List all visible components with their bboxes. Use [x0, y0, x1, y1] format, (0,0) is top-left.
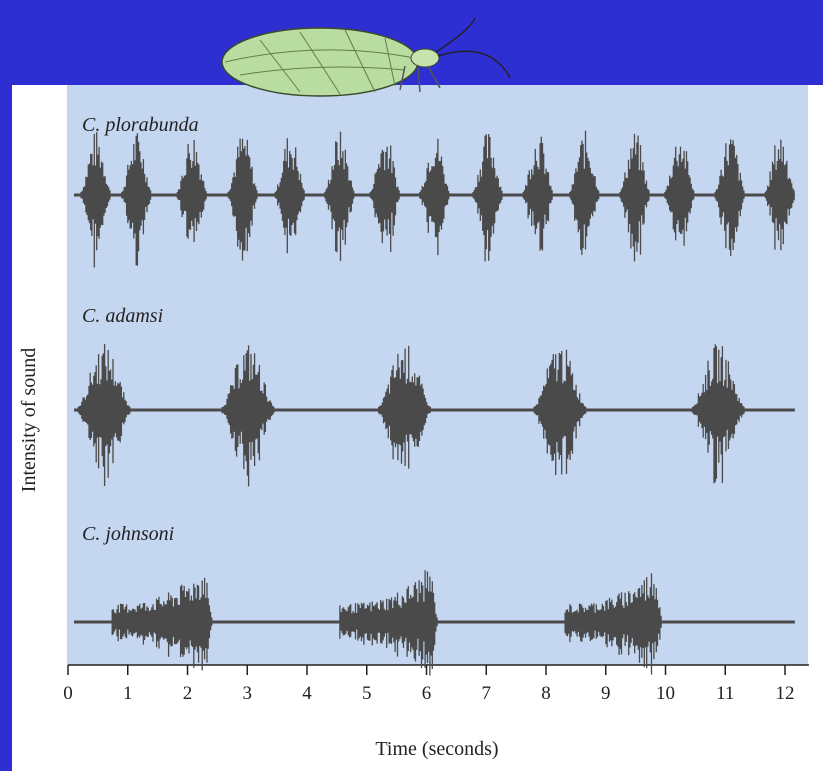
x-tick-label: 10 [656, 683, 675, 704]
x-tick-label: 9 [601, 683, 611, 704]
burst [274, 138, 305, 254]
burst [564, 573, 662, 675]
x-tick-label: 1 [123, 683, 133, 704]
burst [691, 344, 745, 484]
burst [227, 138, 258, 261]
x-tick-label: 11 [716, 683, 734, 704]
burst [111, 577, 213, 671]
burst [176, 140, 207, 242]
burst [714, 139, 745, 256]
burst [339, 570, 438, 676]
x-tick-label: 7 [482, 683, 492, 704]
burst [369, 145, 400, 252]
burst [533, 349, 587, 475]
burst [472, 134, 503, 262]
y-axis-label: Intensity of sound [18, 348, 40, 492]
burst [80, 132, 111, 268]
lacewing-illustration [221, 17, 511, 97]
burst [764, 139, 795, 251]
burst [569, 130, 600, 255]
x-tick-label: 5 [362, 683, 372, 704]
x-tick-label: 12 [776, 683, 795, 704]
burst [221, 345, 275, 487]
x-tick-label: 8 [541, 683, 551, 704]
series-name: C. plorabunda [82, 114, 199, 136]
x-tick-label: 6 [422, 683, 432, 704]
burst [121, 133, 152, 266]
x-axis-label: Time (seconds) [375, 738, 498, 760]
x-tick-label: 3 [243, 683, 253, 704]
burst [378, 345, 431, 469]
x-tick-label: 0 [63, 683, 73, 704]
burst [419, 138, 450, 256]
x-tick-label: 4 [302, 683, 312, 704]
x-tick-label: 2 [183, 683, 193, 704]
burst [619, 133, 650, 262]
burst [77, 344, 131, 486]
series-name: C. johnsoni [82, 523, 174, 545]
burst [324, 131, 355, 261]
series-name: C. adamsi [82, 305, 163, 327]
burst [664, 146, 695, 246]
burst [522, 136, 553, 251]
